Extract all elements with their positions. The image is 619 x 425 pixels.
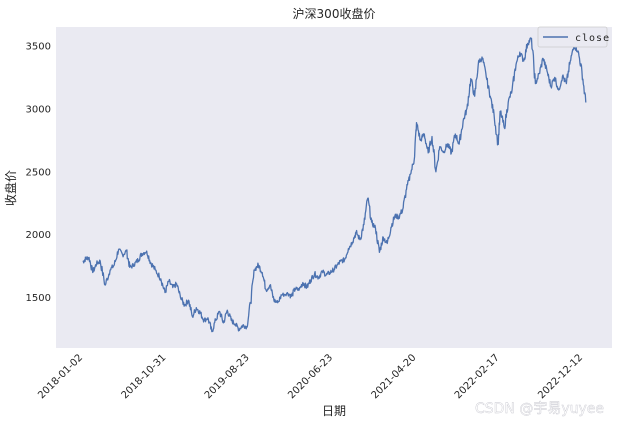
y-axis-title: 收盘价 <box>3 170 18 206</box>
x-axis-title: 日期 <box>322 404 346 418</box>
plot-background <box>56 27 612 348</box>
y-axis-ticks: 1500 2000 2500 3000 3500 <box>26 41 51 304</box>
y-tick-label: 3500 <box>26 41 51 52</box>
x-tick-label: 2022-12-12 <box>536 352 585 401</box>
x-tick-label: 2018-10-31 <box>120 352 169 401</box>
x-tick-label: 2019-08-23 <box>203 352 252 401</box>
x-tick-label: 2022-02-17 <box>453 352 502 401</box>
watermark: CSDN @宇易yuyee <box>475 401 604 417</box>
x-tick-label: 2018-01-02 <box>36 352 85 401</box>
x-tick-label: 2020-06-23 <box>286 352 335 401</box>
y-tick-label: 1500 <box>26 293 51 304</box>
y-tick-label: 2500 <box>26 167 51 178</box>
y-tick-label: 3000 <box>26 104 51 115</box>
series-line-close <box>82 37 587 333</box>
y-tick-label: 2000 <box>26 230 51 241</box>
x-tick-label: 2021-04-20 <box>370 352 419 401</box>
legend: close <box>537 26 610 48</box>
series-layer <box>82 37 587 333</box>
x-axis-ticks: 2018-01-02 2018-10-31 2019-08-23 2020-06-23… <box>36 352 585 401</box>
legend-label: close <box>575 33 610 44</box>
chart-title: 沪深300收盘价 <box>293 6 376 21</box>
legend-box <box>537 26 608 48</box>
